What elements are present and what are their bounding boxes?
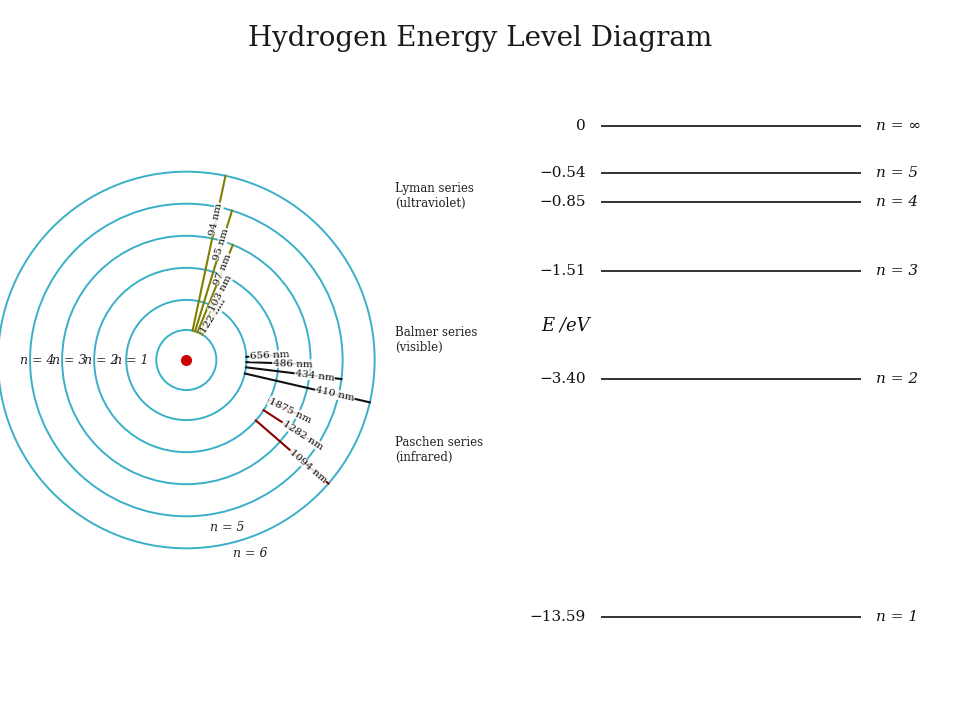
Text: 1875 nm: 1875 nm <box>267 396 313 425</box>
Text: 434 nm: 434 nm <box>295 369 335 382</box>
Text: n = 6: n = 6 <box>233 547 268 560</box>
Text: −0.54: −0.54 <box>540 166 586 180</box>
Text: −0.85: −0.85 <box>540 194 586 209</box>
Text: 1282 nm: 1282 nm <box>280 419 324 451</box>
Text: n = 5: n = 5 <box>209 521 244 534</box>
Text: 410 nm: 410 nm <box>315 385 355 403</box>
Text: n = 3: n = 3 <box>52 354 86 366</box>
Text: n = 4: n = 4 <box>876 194 918 209</box>
Text: −1.51: −1.51 <box>540 264 586 279</box>
Text: Balmer series
(visible): Balmer series (visible) <box>395 326 477 354</box>
Text: E /eV: E /eV <box>541 316 589 334</box>
Text: 95 nm: 95 nm <box>212 228 230 261</box>
Text: n = 3: n = 3 <box>876 264 918 279</box>
Text: n = 2: n = 2 <box>876 372 918 386</box>
Text: −13.59: −13.59 <box>530 610 586 624</box>
Text: 1094 nm: 1094 nm <box>288 447 328 485</box>
Text: Paschen series
(infrared): Paschen series (infrared) <box>395 436 483 464</box>
Text: 103 nm: 103 nm <box>207 274 233 313</box>
Text: 122 nm: 122 nm <box>200 297 228 336</box>
Text: n = 4: n = 4 <box>19 354 54 366</box>
Text: −3.40: −3.40 <box>540 372 586 386</box>
Text: 97 nm: 97 nm <box>212 252 233 287</box>
Text: n = 5: n = 5 <box>876 166 918 180</box>
Text: Hydrogen Energy Level Diagram: Hydrogen Energy Level Diagram <box>248 25 712 53</box>
Text: 94 nm: 94 nm <box>208 202 224 236</box>
Text: 0: 0 <box>576 119 586 132</box>
Text: 656 nm: 656 nm <box>250 350 289 361</box>
Text: n = ∞: n = ∞ <box>876 119 921 132</box>
Text: n = 1: n = 1 <box>876 610 918 624</box>
Text: 486 nm: 486 nm <box>273 359 313 369</box>
Text: Lyman series
(ultraviolet): Lyman series (ultraviolet) <box>395 181 473 210</box>
Text: n = 1: n = 1 <box>113 354 148 366</box>
Text: n = 2: n = 2 <box>84 354 118 366</box>
